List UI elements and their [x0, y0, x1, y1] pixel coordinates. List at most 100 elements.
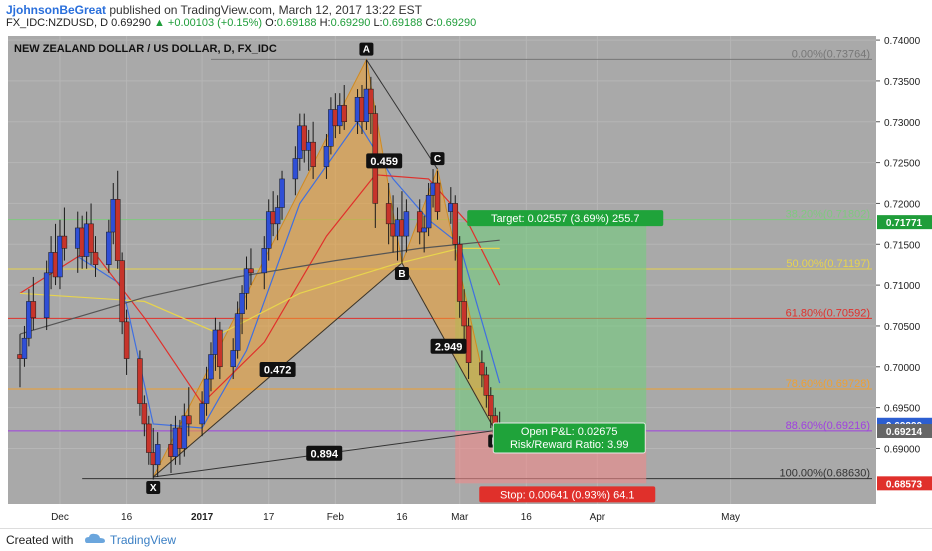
pattern-point-c: C: [434, 154, 441, 165]
x-tick-label: 16: [396, 512, 408, 523]
chart-title: NEW ZEALAND DOLLAR / US DOLLAR, D, FX_ID…: [14, 43, 277, 55]
stop-label: Stop: 0.00641 (0.93%) 64.1: [500, 489, 635, 501]
candle-body[interactable]: [88, 223, 94, 253]
candle-body[interactable]: [106, 231, 112, 265]
candle-body[interactable]: [30, 301, 37, 319]
fib-level-label: 100.00%(0.68630): [779, 468, 870, 480]
price-change: ▲ +0.00103 (+0.15%): [153, 17, 263, 29]
candle-body[interactable]: [199, 403, 205, 425]
close-value: 0.69290: [436, 17, 477, 29]
price-chart[interactable]: 0.00%(0.73764) 38.20%(0.71802) 50.00%(0.71…: [0, 32, 932, 528]
candle-body[interactable]: [323, 146, 330, 167]
fib-level-label: 61.80%(0.70592): [786, 307, 870, 319]
candle-body[interactable]: [239, 293, 245, 314]
author-link[interactable]: JjohnsonBeGreat: [6, 3, 107, 17]
ratio-label: 2.949: [435, 341, 463, 353]
time-axis[interactable]: [8, 504, 876, 528]
x-tick-label: 16: [121, 512, 133, 523]
candle-body[interactable]: [141, 403, 148, 425]
candle-body[interactable]: [488, 395, 494, 417]
candle-body[interactable]: [421, 227, 427, 233]
candle-body[interactable]: [137, 358, 143, 404]
candle-body[interactable]: [328, 109, 334, 147]
x-tick-label: Feb: [327, 512, 345, 523]
moving-average-1: [77, 120, 501, 429]
ratio-label: 0.459: [370, 156, 398, 168]
x-tick-label: 16: [521, 512, 533, 523]
candle-body[interactable]: [385, 203, 392, 225]
price-axis-tag: [877, 215, 932, 230]
y-tick-label: 0.74000: [884, 36, 921, 47]
ratio-box: [259, 362, 296, 378]
price-axis-tag-label: 0.68573: [886, 479, 923, 490]
risk-reward-label: Risk/Reward Ratio: 3.99: [510, 439, 629, 451]
x-tick-label: 2017: [191, 512, 214, 523]
candle-body[interactable]: [208, 354, 214, 380]
ratio-box: [306, 445, 343, 461]
candle-body[interactable]: [92, 252, 99, 265]
candle-body[interactable]: [434, 182, 441, 212]
candle-body[interactable]: [243, 268, 250, 294]
candle-body[interactable]: [181, 415, 188, 449]
candle-body[interactable]: [248, 268, 254, 274]
footer: Created with TradingView: [0, 528, 932, 551]
tradingview-brand[interactable]: TradingView: [110, 533, 177, 547]
low-value: 0.69188: [382, 17, 423, 29]
candle-body[interactable]: [123, 321, 130, 359]
candle-body[interactable]: [234, 313, 241, 351]
y-tick-label: 0.69500: [884, 404, 921, 415]
pattern-leg-ac: [366, 59, 438, 170]
candle-body[interactable]: [452, 203, 459, 245]
ratio-label: 0.894: [310, 448, 338, 460]
candle-body[interactable]: [261, 248, 268, 274]
candle-body[interactable]: [203, 378, 210, 404]
ratio-box: [366, 153, 403, 169]
ratio-box: [430, 338, 467, 354]
candle-body[interactable]: [403, 211, 410, 237]
y-tick-label: 0.72500: [884, 159, 921, 170]
x-tick-label: 17: [263, 512, 275, 523]
candle-body[interactable]: [26, 301, 32, 339]
candle-body[interactable]: [61, 235, 68, 249]
pnl-box: [492, 422, 646, 454]
candle-body[interactable]: [292, 158, 299, 180]
candle-body[interactable]: [301, 125, 307, 151]
last-price: 0.69290: [111, 17, 151, 29]
candle-body[interactable]: [217, 329, 223, 368]
tradingview-cloud-icon: [85, 533, 105, 543]
x-tick-label: Mar: [451, 512, 469, 523]
candle-body[interactable]: [461, 301, 467, 327]
close-label: C:: [425, 17, 437, 29]
candle-body[interactable]: [279, 178, 285, 208]
moving-average-2: [19, 174, 501, 405]
candle-body[interactable]: [483, 374, 490, 396]
candle-body[interactable]: [465, 325, 472, 363]
candle-body[interactable]: [310, 141, 316, 167]
candle-body[interactable]: [341, 105, 347, 123]
stop-label-box: [479, 486, 656, 503]
fib-level-label: 88.60%(0.69216): [786, 420, 870, 432]
created-with: Created with: [6, 533, 74, 547]
candle-body[interactable]: [154, 444, 161, 466]
x-tick-label: May: [721, 512, 740, 523]
candle-body[interactable]: [21, 337, 28, 359]
candle-body[interactable]: [186, 415, 192, 425]
candle-body[interactable]: [456, 244, 463, 302]
candle-body[interactable]: [146, 423, 152, 453]
pattern-point-x: X: [150, 483, 157, 494]
candle-body[interactable]: [265, 211, 272, 249]
candle-body[interactable]: [425, 195, 432, 229]
candle-body[interactable]: [43, 272, 50, 319]
candle-body[interactable]: [119, 260, 125, 323]
candle-body[interactable]: [368, 88, 374, 114]
price-axis-tag: [877, 476, 932, 491]
pattern-point-c-box: [430, 152, 445, 166]
candle-body[interactable]: [479, 362, 485, 376]
candle-body[interactable]: [57, 235, 63, 278]
candle-body[interactable]: [274, 207, 281, 225]
candle-body[interactable]: [416, 211, 423, 233]
candle-body[interactable]: [114, 199, 121, 261]
candle-body[interactable]: [230, 350, 236, 368]
price-axis-tag-label: 0.71771: [886, 218, 923, 229]
symbol-line: FX_IDC:NZDUSD, D 0.69290 ▲ +0.00103 (+0.…: [6, 17, 476, 29]
